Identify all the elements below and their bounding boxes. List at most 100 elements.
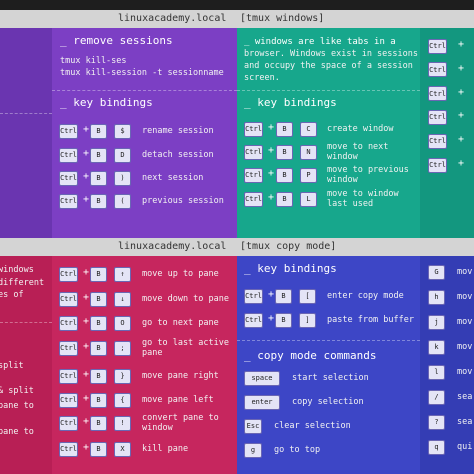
- key: Ctrl: [428, 133, 447, 149]
- key: Ctrl: [59, 340, 78, 356]
- plus: +: [458, 134, 465, 146]
- description: start selection: [292, 373, 369, 383]
- key: space: [244, 370, 280, 386]
- description: move to window: [327, 189, 399, 199]
- key: Ctrl: [428, 109, 447, 125]
- plus: +: [458, 39, 465, 50]
- plus: +: [83, 171, 90, 182]
- divider: [0, 113, 52, 114]
- divider: [237, 340, 420, 341]
- intro: _ windows are like tabs in a: [244, 37, 396, 47]
- key: B: [275, 312, 292, 328]
- description: go to last active: [142, 338, 229, 348]
- copy-panel: [237, 256, 420, 474]
- strip-text: es of: [0, 290, 24, 300]
- host: linuxacademy.local: [118, 13, 227, 24]
- description: clear selection: [274, 421, 351, 431]
- strip-text: split: [0, 361, 24, 371]
- plus: +: [268, 192, 275, 203]
- command: tmux kill-session -t sessionname: [60, 68, 224, 78]
- key: Ctrl: [428, 62, 447, 78]
- description: rename session: [142, 126, 214, 136]
- description: copy selection: [292, 397, 364, 407]
- plus: +: [83, 442, 90, 453]
- key: Ctrl: [244, 288, 263, 304]
- description: move down to pane: [142, 294, 229, 304]
- strip-text: qui: [457, 442, 473, 452]
- description: window: [142, 423, 173, 433]
- plus: +: [83, 316, 90, 327]
- divider: [52, 90, 237, 91]
- section-title: _ key bindings: [244, 96, 337, 109]
- plus: +: [83, 416, 90, 427]
- key: Ctrl: [244, 144, 263, 160]
- key: B: [90, 193, 107, 209]
- key: ↓: [114, 291, 131, 307]
- key: Ctrl: [59, 193, 78, 209]
- section-title: _ key bindings: [244, 262, 337, 275]
- plus: +: [83, 194, 90, 205]
- key: B: [90, 266, 107, 282]
- key: Ctrl: [244, 191, 263, 207]
- plus: +: [268, 289, 275, 300]
- key: ?: [428, 414, 445, 430]
- key: B: [276, 144, 293, 160]
- description: previous session: [142, 196, 224, 206]
- description: move pane left: [142, 395, 214, 405]
- key: B: [90, 123, 107, 139]
- key: Ctrl: [59, 266, 78, 282]
- key: O: [114, 315, 131, 331]
- key: Ctrl: [59, 315, 78, 331]
- key: h: [428, 289, 445, 305]
- key: ): [114, 170, 131, 186]
- description: pane: [142, 348, 163, 358]
- plus: +: [83, 267, 90, 278]
- key: B: [90, 340, 107, 356]
- strip-text: mov: [457, 367, 473, 377]
- plus: +: [83, 148, 90, 159]
- key: B: [90, 392, 107, 408]
- key: B: [90, 315, 107, 331]
- key: Ctrl: [59, 441, 78, 457]
- top-header: linuxacademy.local [tmux windows]: [0, 10, 474, 28]
- key: B: [90, 441, 107, 457]
- key: l: [428, 364, 445, 380]
- key: B: [90, 368, 107, 384]
- strip-text: different: [0, 278, 45, 288]
- key: /: [428, 389, 445, 405]
- plus: +: [83, 393, 90, 404]
- strip-text: windows: [0, 265, 34, 275]
- key: L: [300, 191, 317, 207]
- bottom-header: linuxacademy.local [tmux copy mode]: [0, 238, 474, 256]
- key: Ctrl: [59, 368, 78, 384]
- intro: screen.: [244, 73, 280, 83]
- key: !: [114, 415, 131, 431]
- plus: +: [83, 341, 90, 352]
- section-title: _ key bindings: [60, 96, 153, 109]
- description: window: [327, 152, 358, 162]
- key: Ctrl: [59, 170, 78, 186]
- description: move up to pane: [142, 269, 219, 279]
- description: last used: [327, 199, 374, 209]
- key: g: [244, 442, 262, 458]
- key: B: [90, 170, 107, 186]
- key: B: [90, 291, 107, 307]
- description: move to next: [327, 142, 389, 152]
- plus: +: [83, 124, 90, 135]
- panes-panel: [52, 256, 237, 474]
- key: Ctrl: [428, 86, 447, 102]
- key: N: [300, 144, 317, 160]
- host: linuxacademy.local: [118, 241, 227, 252]
- key: [: [299, 288, 316, 304]
- key: Ctrl: [244, 121, 263, 137]
- top-bar: [0, 0, 474, 10]
- key: Ctrl: [244, 312, 263, 328]
- strip-text: mov: [457, 267, 473, 277]
- strip-text: sea: [457, 392, 473, 402]
- key: X: [114, 441, 131, 457]
- strip-text: mov: [457, 342, 473, 352]
- key: C: [300, 121, 317, 137]
- key: j: [428, 314, 445, 330]
- section-title: _ remove sessions: [60, 34, 173, 47]
